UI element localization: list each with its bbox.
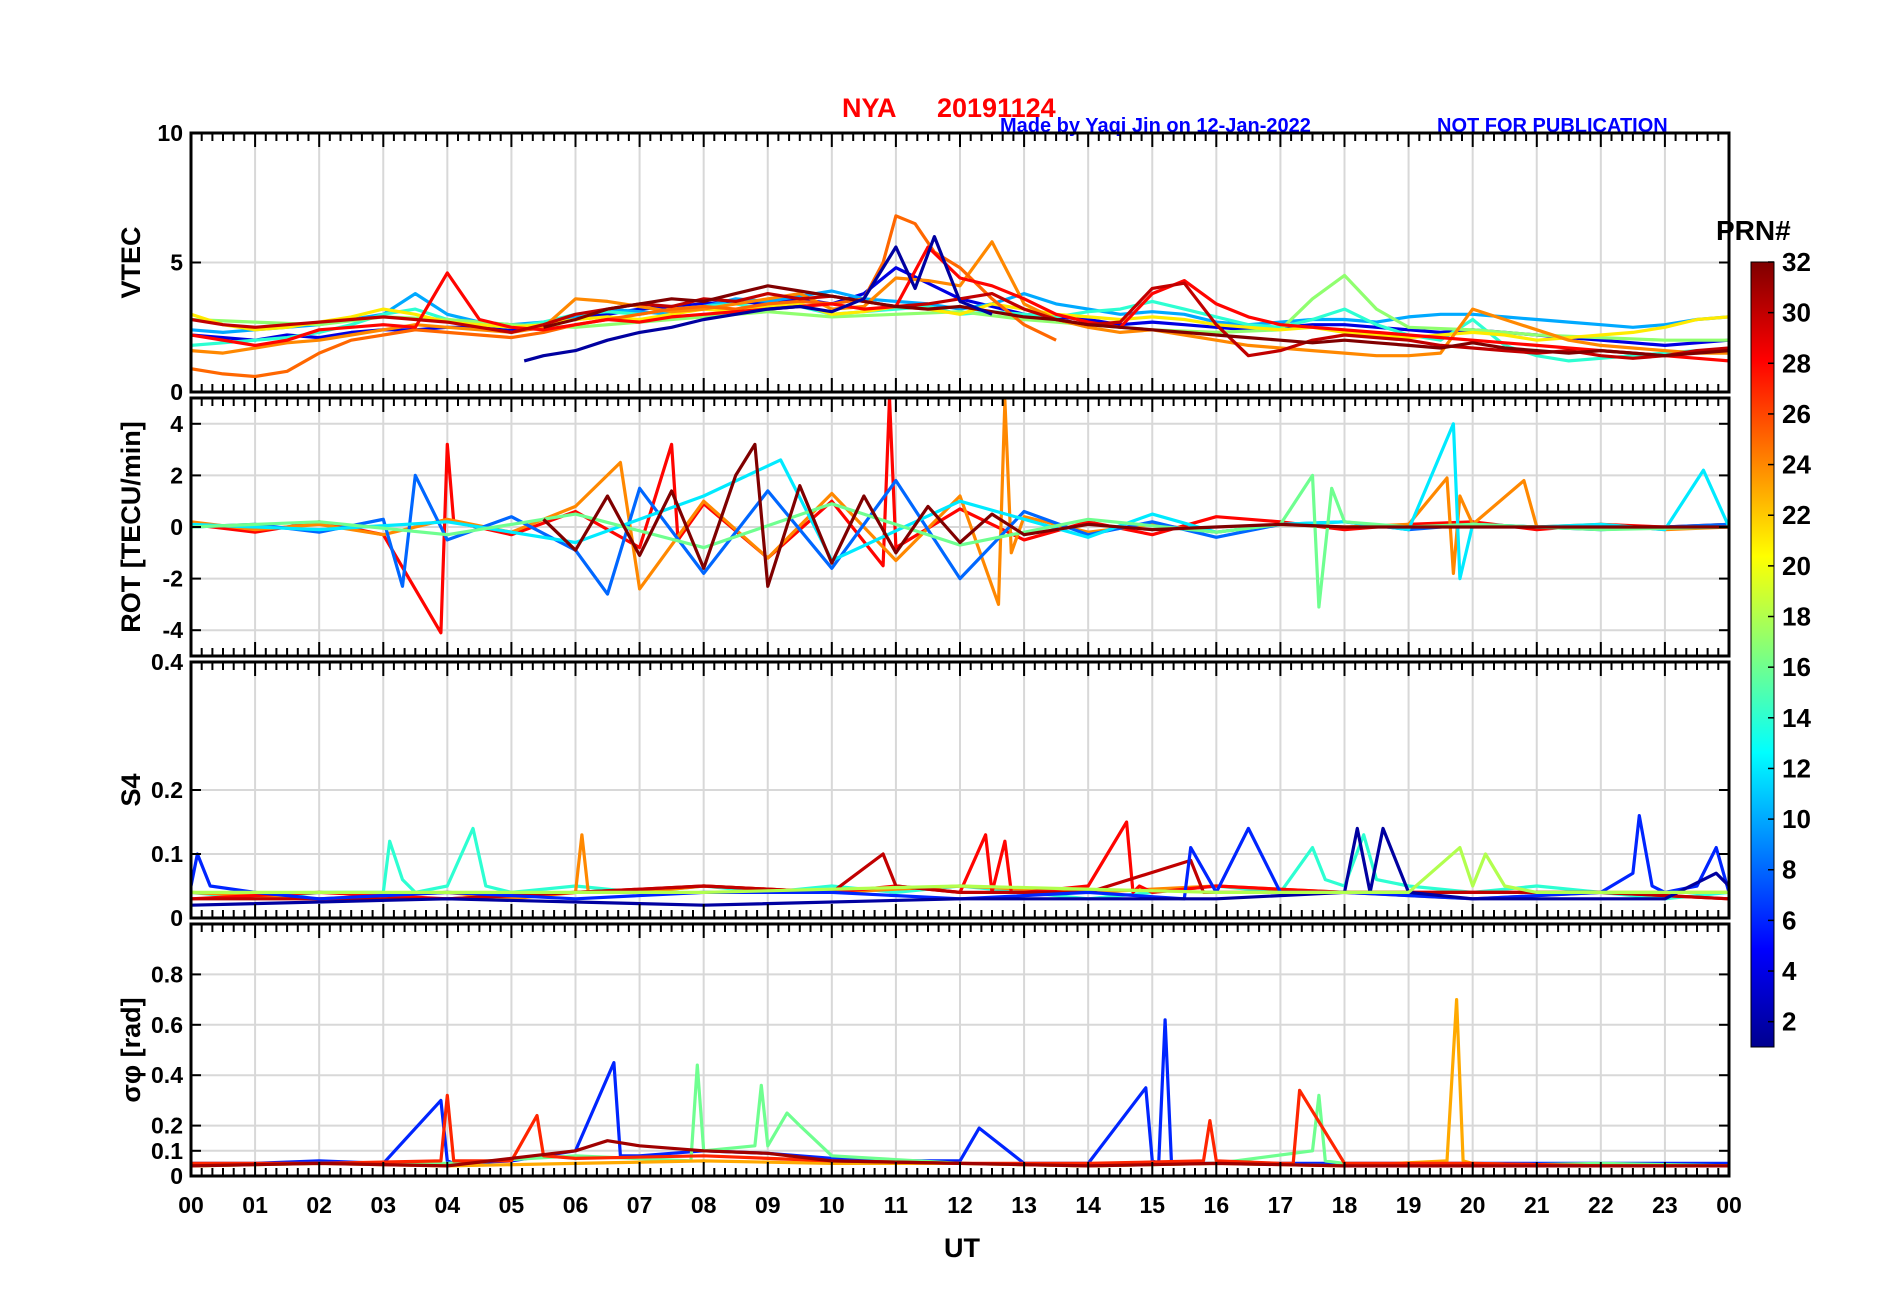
y-axis-title: σφ [rad] <box>116 997 146 1102</box>
x-tick-marks <box>190 924 1730 1176</box>
x-tick-label: 14 <box>1075 1192 1101 1218</box>
y-tick-label: 0.2 <box>151 1113 183 1139</box>
x-tick-label: 00 <box>1716 1192 1742 1218</box>
x-tick-label: 18 <box>1332 1192 1358 1218</box>
colorbar-tick-label: 28 <box>1782 348 1811 378</box>
x-tick-label: 16 <box>1204 1192 1230 1218</box>
colorbar-tick-label: 8 <box>1782 855 1796 885</box>
x-tick-marks <box>190 398 1730 656</box>
y-tick-label: 4 <box>170 411 183 437</box>
y-tick-label: -4 <box>163 617 184 643</box>
y-tick-label: 0.6 <box>151 1012 183 1038</box>
y-tick-label: 0.1 <box>151 841 183 867</box>
y-tick-label: 10 <box>157 120 183 146</box>
x-tick-label: 21 <box>1524 1192 1550 1218</box>
x-tick-label: 20 <box>1460 1192 1486 1218</box>
colorbar-tick-label: 16 <box>1782 652 1811 682</box>
y-tick-label: 0.2 <box>151 777 183 803</box>
x-tick-marks <box>190 662 1730 918</box>
x-tick-label: 11 <box>884 1192 909 1218</box>
x-tick-label: 00 <box>178 1192 204 1218</box>
series-line-prn-32 <box>543 284 1729 358</box>
colorbar-tick-label: 20 <box>1782 551 1811 581</box>
colorbar-tick-label: 14 <box>1782 703 1811 733</box>
x-tick-label: 04 <box>435 1192 461 1218</box>
x-tick-label: 13 <box>1011 1192 1037 1218</box>
colorbar-tick-label: 30 <box>1782 298 1811 328</box>
series-group <box>191 398 1729 635</box>
series-line-prn-10 <box>191 289 1729 334</box>
y-tick-label: 0.4 <box>151 649 183 675</box>
x-tick-label: 19 <box>1396 1192 1422 1218</box>
y-axis-title: ROT [TECU/min] <box>116 421 146 632</box>
y-tick-label: -2 <box>163 566 183 592</box>
colorbar-tick-label: 18 <box>1782 602 1811 632</box>
colorbar-tick-label: 24 <box>1782 450 1811 480</box>
series-line-prn-24 <box>191 399 1729 607</box>
series-line-prn-25 <box>191 214 1057 379</box>
panel-rot: -4 -2 0 2 4 ROT [TECU/min] <box>116 396 1731 658</box>
panel-vtec: 0 5 10 VTEC <box>116 120 1731 405</box>
y-tick-label: 0.1 <box>151 1138 183 1164</box>
panel-sigma_phi: 00.10.2 0.4 0.6 0.8σφ [rad] <box>116 922 1731 1189</box>
series-line-prn-17 <box>191 273 1729 342</box>
colorbar-tick-label: 4 <box>1782 956 1797 986</box>
y-tick-label: 2 <box>170 462 183 488</box>
y-axis-title: S4 <box>116 773 146 806</box>
colorbar-tick-label: 6 <box>1782 905 1796 935</box>
colorbar-tick-label: 10 <box>1782 804 1811 834</box>
series-line-prn-24 <box>191 240 1729 358</box>
x-axis-labels: 00 01 02 03 04 05 06 07 08 09 10 11 12 13 14 15 16 17 18 19… <box>178 1192 1742 1218</box>
x-tick-label: 05 <box>499 1192 525 1218</box>
x-tick-label: 23 <box>1652 1192 1678 1218</box>
x-tick-label: 10 <box>819 1192 845 1218</box>
x-tick-label: 07 <box>627 1192 653 1218</box>
series-line-prn-32 <box>542 442 1729 588</box>
series-group <box>191 813 1729 907</box>
x-tick-label: 17 <box>1268 1192 1294 1218</box>
y-tick-label: 0.8 <box>151 961 183 987</box>
x-tick-label: 02 <box>306 1192 332 1218</box>
y-tick-label: 0 <box>170 1163 183 1189</box>
x-tick-label: 09 <box>755 1192 781 1218</box>
x-tick-label: 03 <box>370 1192 396 1218</box>
series-line-prn-28 <box>191 245 1729 363</box>
series-group <box>191 214 1729 379</box>
colorbar-tick-label: 22 <box>1782 500 1811 530</box>
date-label: 20191124 <box>937 93 1056 123</box>
colorbar-tick-label: 32 <box>1782 247 1811 277</box>
series-line-prn-18 <box>191 845 1729 895</box>
colorbar-title: PRN# <box>1716 215 1791 246</box>
x-axis-title: UT <box>944 1233 980 1263</box>
y-tick-label: 0 <box>170 379 183 405</box>
y-tick-label: 0.4 <box>151 1062 183 1088</box>
series-line-prn-16 <box>191 1063 1729 1168</box>
y-tick-label: 5 <box>170 250 183 276</box>
y-tick-label: 0 <box>170 514 183 540</box>
panel-s4: 0 0.1 0.2 0.4 S4 <box>116 649 1731 931</box>
colorbar-tick-label: 26 <box>1782 399 1811 429</box>
x-tick-marks <box>190 133 1730 392</box>
colorbar-tick-label: 2 <box>1782 1007 1796 1037</box>
colorbar-tick-label: 12 <box>1782 753 1811 783</box>
x-tick-label: 12 <box>947 1192 973 1218</box>
y-tick-label: 0 <box>170 905 183 931</box>
figure-title: NYA 20191124 Made by Yaqi Jin on 12-Jan-… <box>842 93 1668 137</box>
x-tick-label: 22 <box>1588 1192 1614 1218</box>
x-tick-label: 08 <box>691 1192 717 1218</box>
series-line-prn-2 <box>523 235 993 363</box>
colorbar-gradient <box>1750 261 1775 1048</box>
x-tick-label: 01 <box>242 1192 268 1218</box>
y-axis-title: VTEC <box>116 226 146 298</box>
x-tick-label: 15 <box>1139 1192 1165 1218</box>
series-line-prn-6 <box>191 813 1729 901</box>
x-tick-label: 06 <box>563 1192 589 1218</box>
station-name: NYA <box>842 93 897 123</box>
